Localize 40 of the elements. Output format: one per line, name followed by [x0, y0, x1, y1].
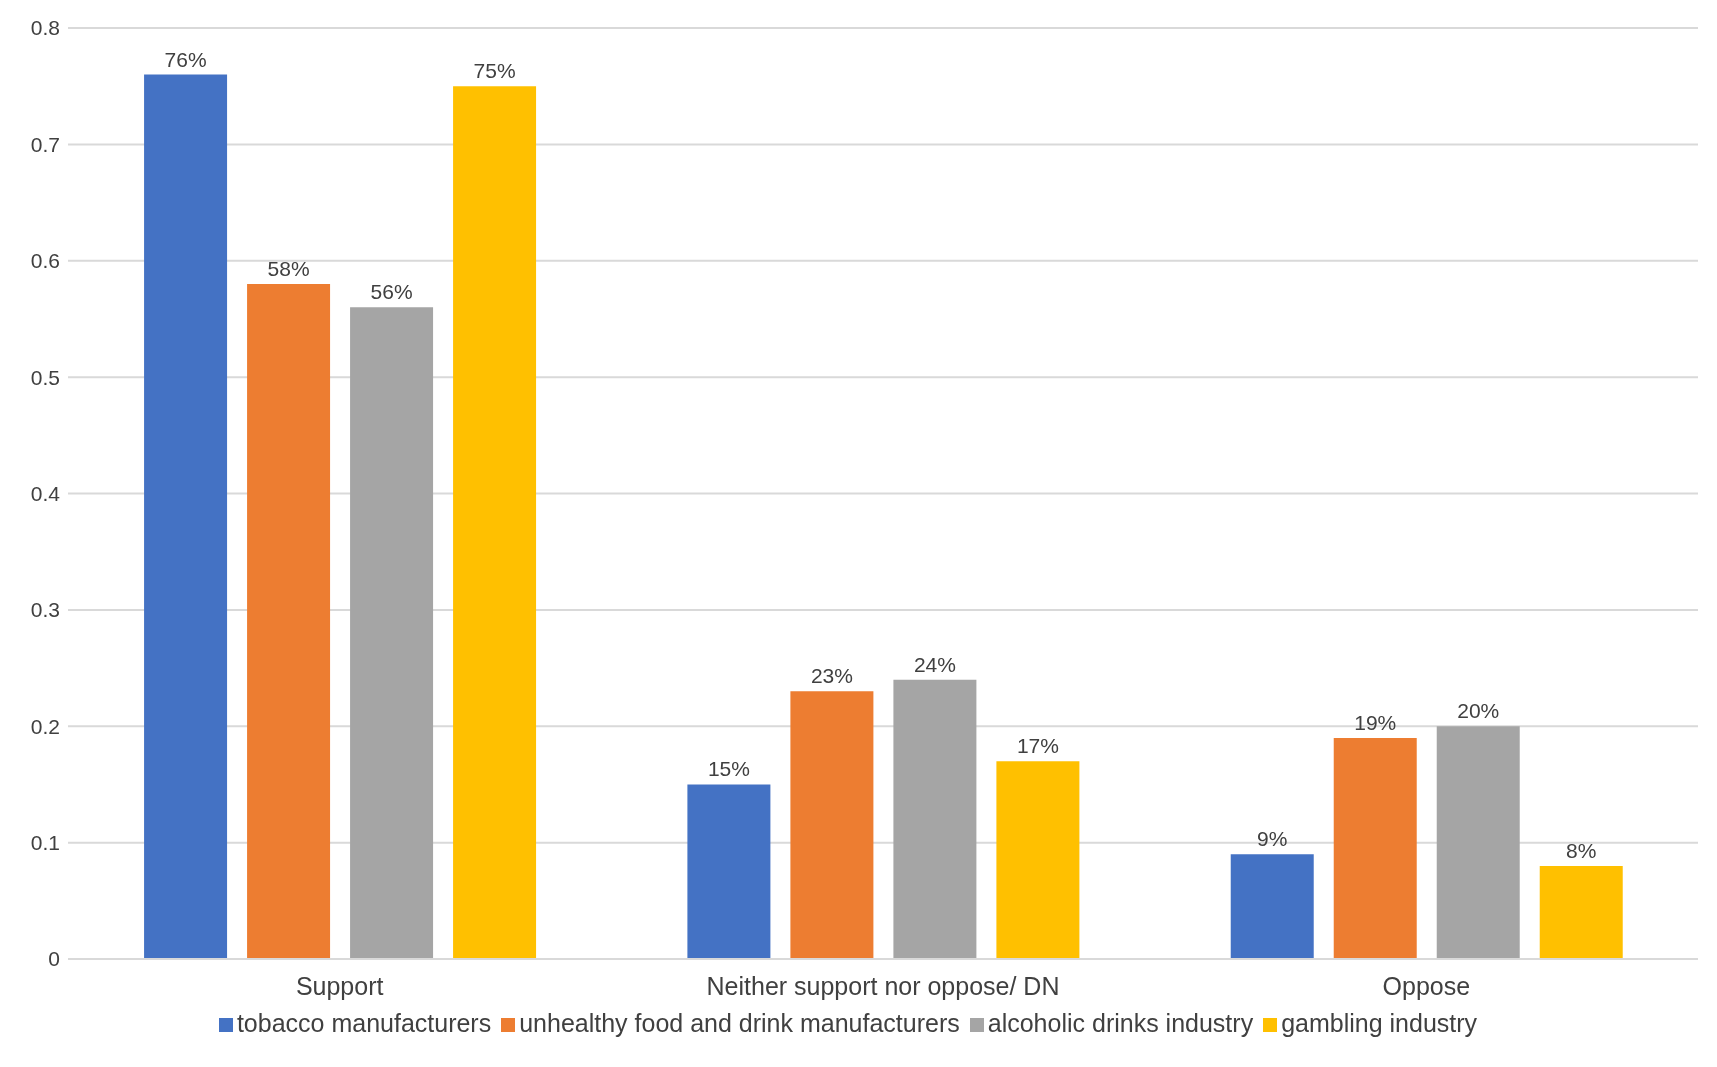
y-tick-label: 0.8: [30, 16, 60, 40]
y-tick-label: 0.3: [30, 598, 60, 622]
data-label: 76%: [164, 47, 207, 71]
bar: [687, 784, 771, 959]
data-label: 15%: [707, 757, 750, 781]
bar: [893, 679, 977, 959]
bar: [1539, 865, 1623, 959]
data-label: 17%: [1016, 734, 1059, 758]
bar: [247, 284, 331, 959]
bar: [1436, 726, 1520, 959]
data-label: 20%: [1457, 699, 1500, 723]
bar: [453, 86, 537, 959]
data-label: 58%: [267, 257, 310, 281]
data-label: 19%: [1354, 710, 1397, 734]
legend-label: unhealthy food and drink manufacturers: [519, 1009, 960, 1037]
data-label: 24%: [913, 652, 956, 676]
bar: [350, 307, 434, 959]
data-label: 56%: [370, 280, 413, 304]
x-tick-label: Neither support nor oppose/ DN: [706, 971, 1060, 1000]
data-label: 75%: [473, 59, 516, 83]
legend-label: tobacco manufacturers: [236, 1009, 492, 1037]
y-tick-label: 0: [48, 947, 60, 971]
data-label: 23%: [810, 664, 853, 688]
y-tick-label: 0.6: [30, 249, 60, 273]
bar: [1333, 737, 1417, 959]
data-label: 8%: [1566, 838, 1597, 862]
x-tick-label: Oppose: [1382, 971, 1471, 1000]
y-tick-label: 0.2: [30, 714, 60, 738]
y-tick-label: 0.7: [30, 132, 60, 156]
data-label: 9%: [1257, 827, 1288, 851]
y-tick-label: 0.1: [30, 831, 60, 855]
legend-label: gambling industry: [1281, 1009, 1478, 1037]
bar: [996, 761, 1080, 959]
y-tick-label: 0.5: [30, 365, 60, 389]
x-tick-label: Support: [295, 971, 384, 1000]
legend-label: alcoholic drinks industry: [987, 1009, 1254, 1037]
bar: [1230, 854, 1314, 959]
y-tick-label: 0.4: [30, 481, 61, 505]
bar: [144, 74, 228, 959]
bar: [790, 691, 874, 959]
